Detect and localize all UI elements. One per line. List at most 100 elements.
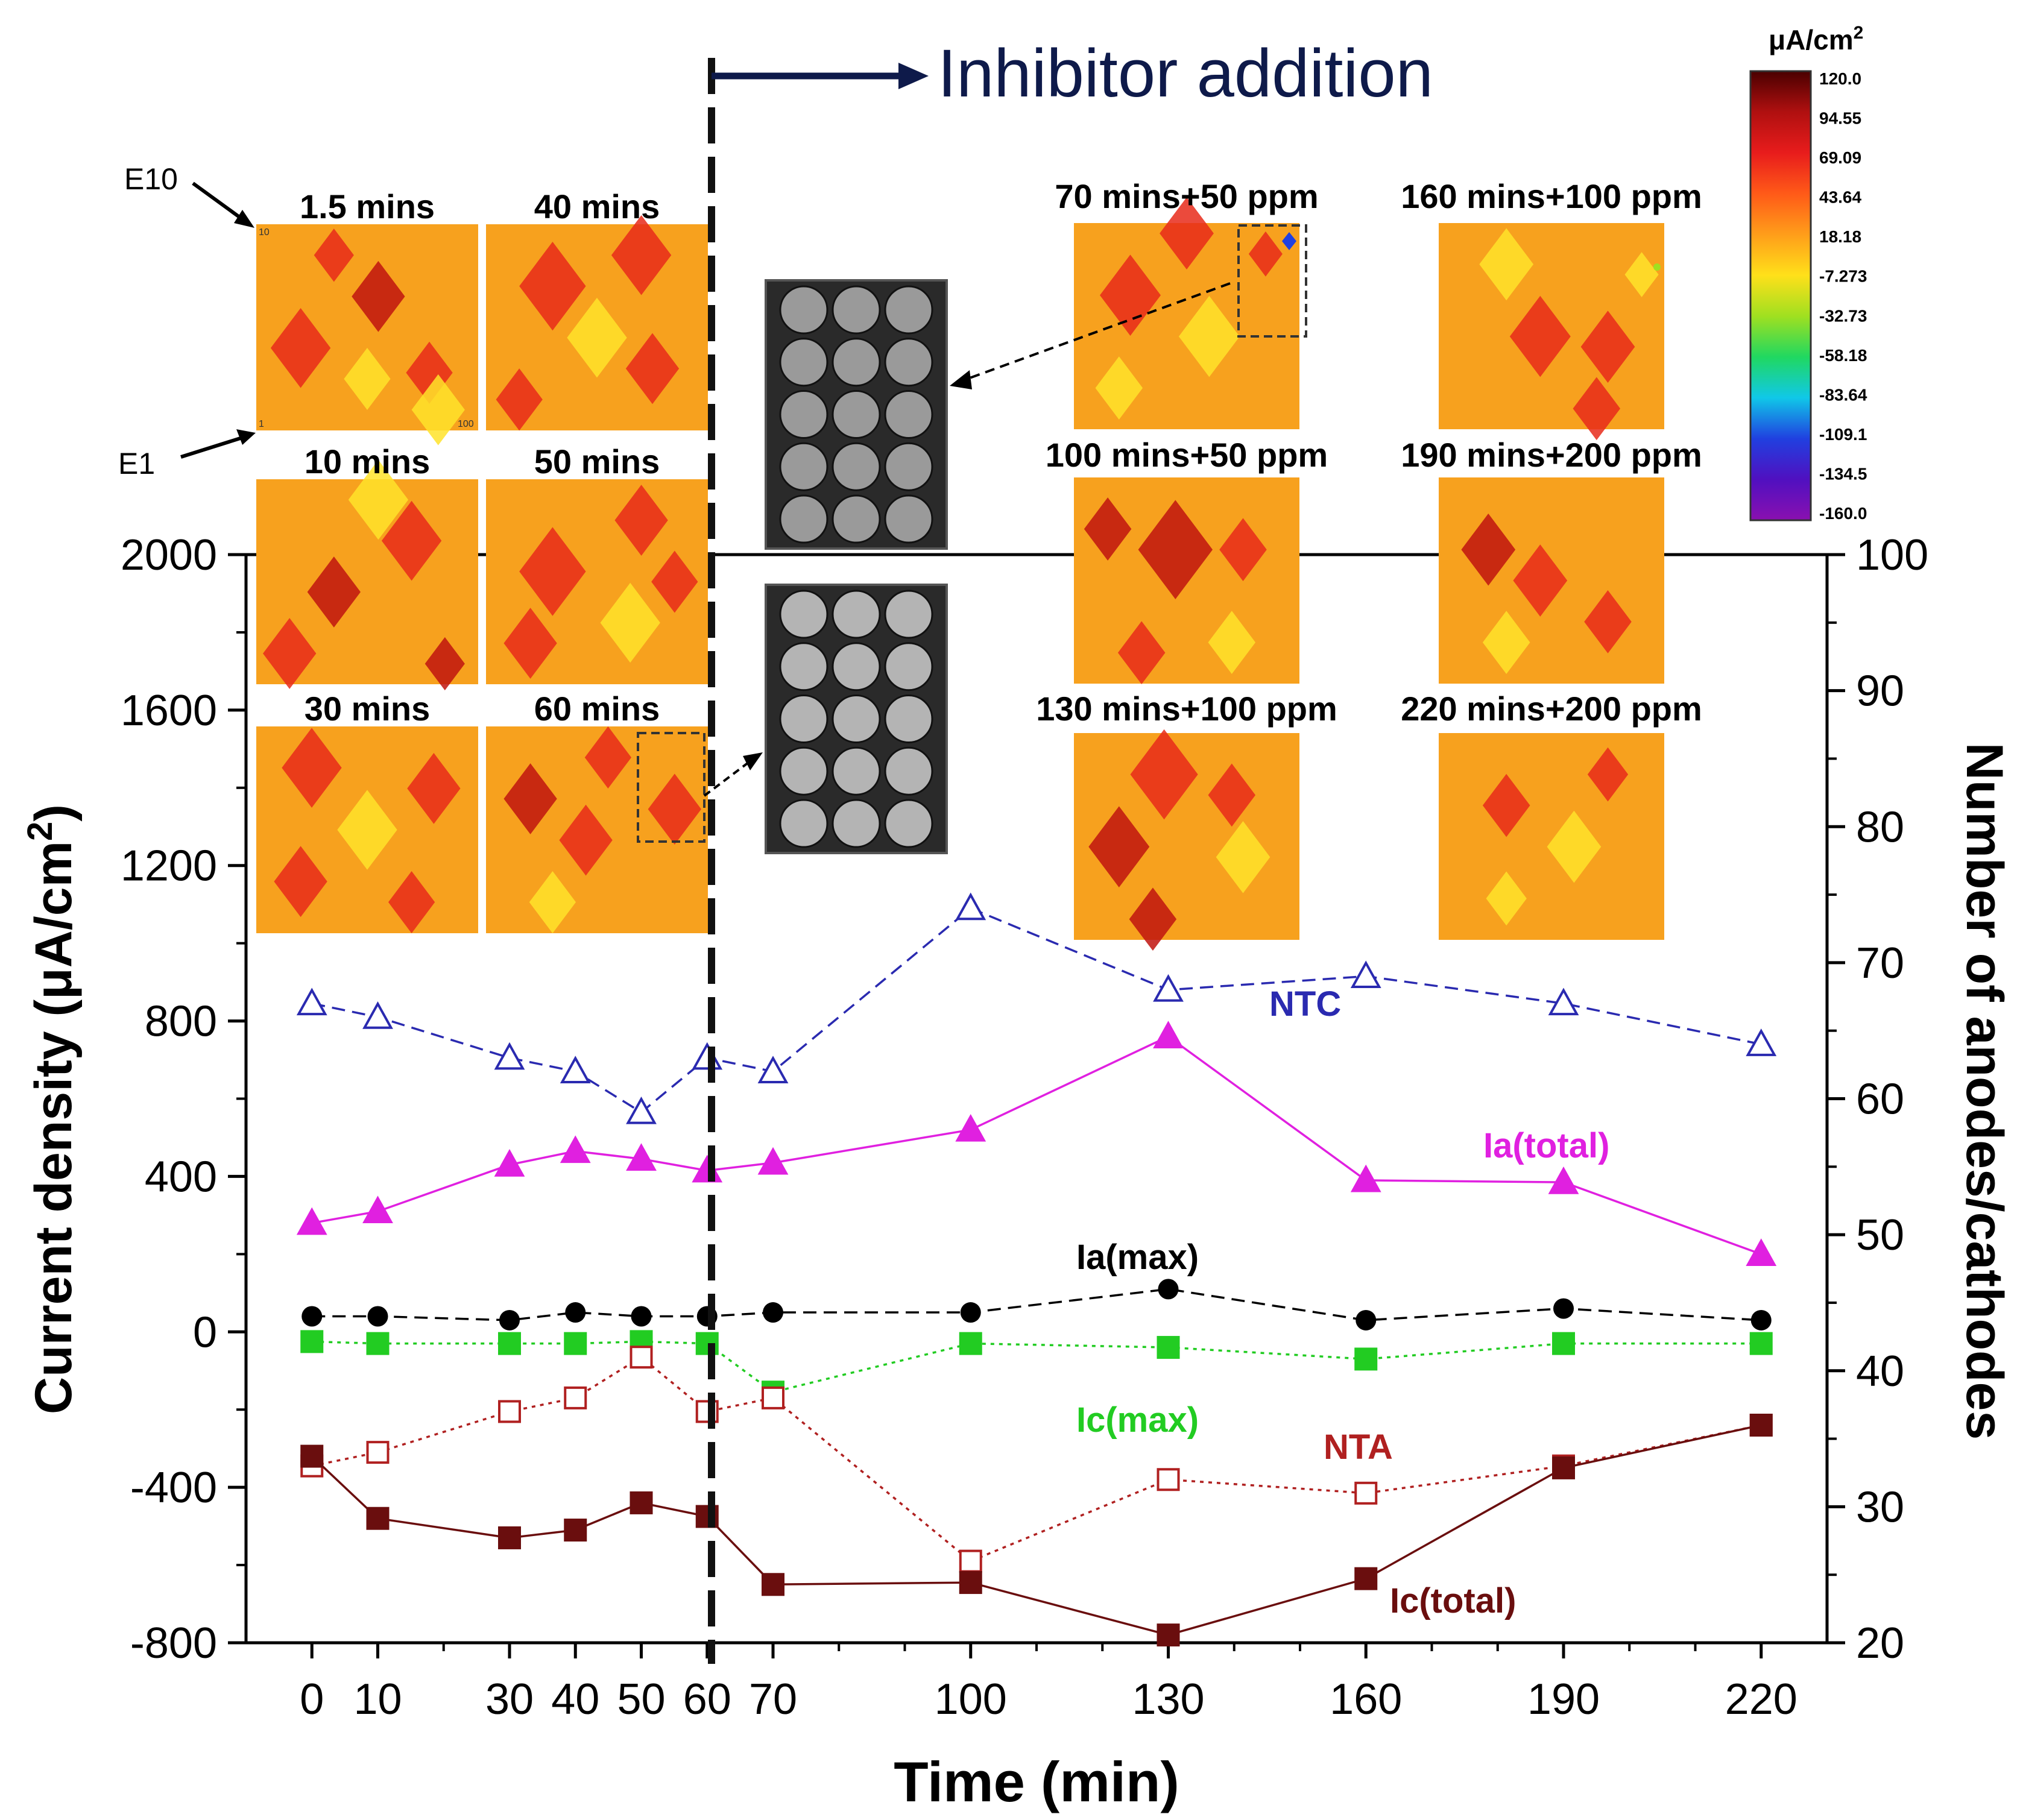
heatmap-hotspot — [1216, 820, 1270, 893]
data-point — [498, 1332, 521, 1355]
heatmap-hotspot — [1587, 747, 1629, 802]
heatmap-label: 130 mins+100 ppm — [1036, 690, 1337, 728]
photo-link-arrow — [703, 760, 752, 797]
data-point — [1354, 1481, 1378, 1505]
series-ntc — [296, 892, 1777, 1124]
data-point — [1749, 1414, 1773, 1437]
electrode-disk — [832, 338, 881, 387]
heatmap-hotspot — [1095, 356, 1143, 420]
data-point — [1553, 1298, 1574, 1319]
heatmap-panel: 40 mins — [486, 187, 708, 431]
x-tick-label: 130 — [1132, 1675, 1204, 1724]
y-right-tick-label: 80 — [1856, 803, 1904, 851]
heatmap-hotspot — [1248, 231, 1283, 277]
data-point — [565, 1302, 586, 1323]
heatmap-panel: 130 mins+100 ppm — [1036, 690, 1337, 951]
heatmap-hotspot — [600, 582, 660, 663]
heatmap-hotspot — [1624, 252, 1659, 297]
series-label: NTA — [1324, 1428, 1393, 1467]
heatmap-hotspot — [270, 307, 331, 388]
heatmap-panel: 100 mins+50 ppm — [1046, 436, 1328, 685]
data-point — [1548, 1166, 1579, 1194]
heatmap-background — [1439, 733, 1664, 940]
heatmap-hotspot — [1178, 295, 1240, 377]
electrode-disk — [832, 442, 881, 491]
data-point — [1548, 987, 1579, 1016]
heatmap-hotspot — [1160, 197, 1214, 269]
heatmap-hotspot — [611, 215, 672, 295]
heatmap-hotspot — [1482, 773, 1530, 837]
heatmap-hotspot — [411, 374, 465, 446]
heatmap-hotspot — [344, 347, 391, 411]
heatmap-panel: 30 mins — [256, 690, 478, 934]
axes: 0 10 30 40 50 60 70 100 130 160 190 220 -800 -400 0 400… — [121, 531, 1928, 1724]
data-point — [564, 1332, 587, 1355]
colorbar-tick-label: -134.5 — [1819, 464, 1867, 483]
series-label: NTC — [1269, 984, 1341, 1024]
x-axis-title: Time (min) — [894, 1750, 1179, 1813]
electrode-disk — [779, 338, 829, 387]
data-point — [757, 1147, 789, 1175]
data-point — [362, 1195, 393, 1224]
y-right-tick-label: 60 — [1856, 1075, 1904, 1124]
y-left-tick-label: 1200 — [121, 842, 217, 890]
heatmap-hotspot — [1100, 254, 1161, 336]
photo-link-arrow — [964, 282, 1231, 381]
heatmap-label: 40 mins — [534, 187, 660, 225]
electrode-disk — [779, 799, 829, 848]
anomaly-spot-small — [1653, 263, 1661, 271]
heatmap-hotspot — [1584, 590, 1632, 653]
data-point — [366, 1332, 390, 1355]
electrode-disk — [779, 746, 829, 796]
y-left-tick-label: -800 — [130, 1619, 217, 1667]
heatmap-corner-label: 10 — [259, 227, 270, 238]
heatmap-hotspot — [1573, 377, 1621, 441]
electrode-disk — [884, 642, 933, 691]
series-ic-total- — [300, 1414, 1773, 1647]
heatmap-hotspot — [407, 753, 461, 824]
data-point — [494, 1042, 525, 1070]
inhibitor-arrow-head — [898, 63, 929, 89]
colorbar-tick-label: -160.0 — [1819, 504, 1867, 523]
data-point — [1750, 1309, 1772, 1330]
electrode-disk — [884, 390, 933, 439]
data-point — [630, 1346, 653, 1369]
data-point — [631, 1306, 652, 1327]
y-right-tick-label: 100 — [1856, 531, 1928, 579]
electrode-arrow-e10 — [192, 181, 247, 224]
colorbar-tick-label: -58.18 — [1819, 346, 1867, 365]
data-point — [955, 892, 986, 921]
y-axis-right-title: Number of anodes/cathodes — [1955, 743, 2013, 1440]
data-point — [366, 1507, 390, 1530]
heatmap-hotspot — [519, 527, 586, 616]
data-point — [1157, 1468, 1180, 1491]
heatmap-hotspot — [1130, 729, 1198, 820]
data-point — [499, 1309, 520, 1330]
heatmap-label: 50 mins — [534, 442, 660, 480]
x-tick-label: 50 — [617, 1675, 665, 1724]
electrode-disk — [832, 746, 881, 796]
data-point — [1153, 974, 1184, 1002]
heatmap-corner-label: 1 — [259, 419, 264, 429]
data-point — [564, 1519, 587, 1542]
heatmap-hotspot — [1509, 295, 1571, 377]
colorbar-tick-label: -83.64 — [1819, 385, 1867, 404]
heatmap-hotspot — [1219, 518, 1267, 582]
heatmap-hotspot — [625, 333, 680, 405]
electrode-disk — [832, 390, 881, 439]
x-tick-label: 220 — [1725, 1675, 1797, 1724]
series-ia-total- — [296, 1021, 1777, 1266]
heatmap-hotspot — [1482, 611, 1530, 674]
data-point — [498, 1526, 521, 1549]
x-tick-label: 60 — [683, 1675, 731, 1724]
heatmap-maps: 1.5 mins 10 1 100 40 mins 10 mins 50 mins 30 mi… — [256, 177, 1702, 951]
colorbar-tick-label: 94.55 — [1819, 109, 1861, 128]
heatmap-hotspot — [519, 242, 586, 331]
colorbar-unit-sup: 2 — [1854, 23, 1864, 43]
electrode-disk — [884, 494, 933, 544]
data-point — [301, 1306, 323, 1327]
electrode-disk — [779, 285, 829, 335]
colorbar-tick-label: 69.09 — [1819, 148, 1861, 167]
highlight-box-70 — [1237, 224, 1307, 338]
